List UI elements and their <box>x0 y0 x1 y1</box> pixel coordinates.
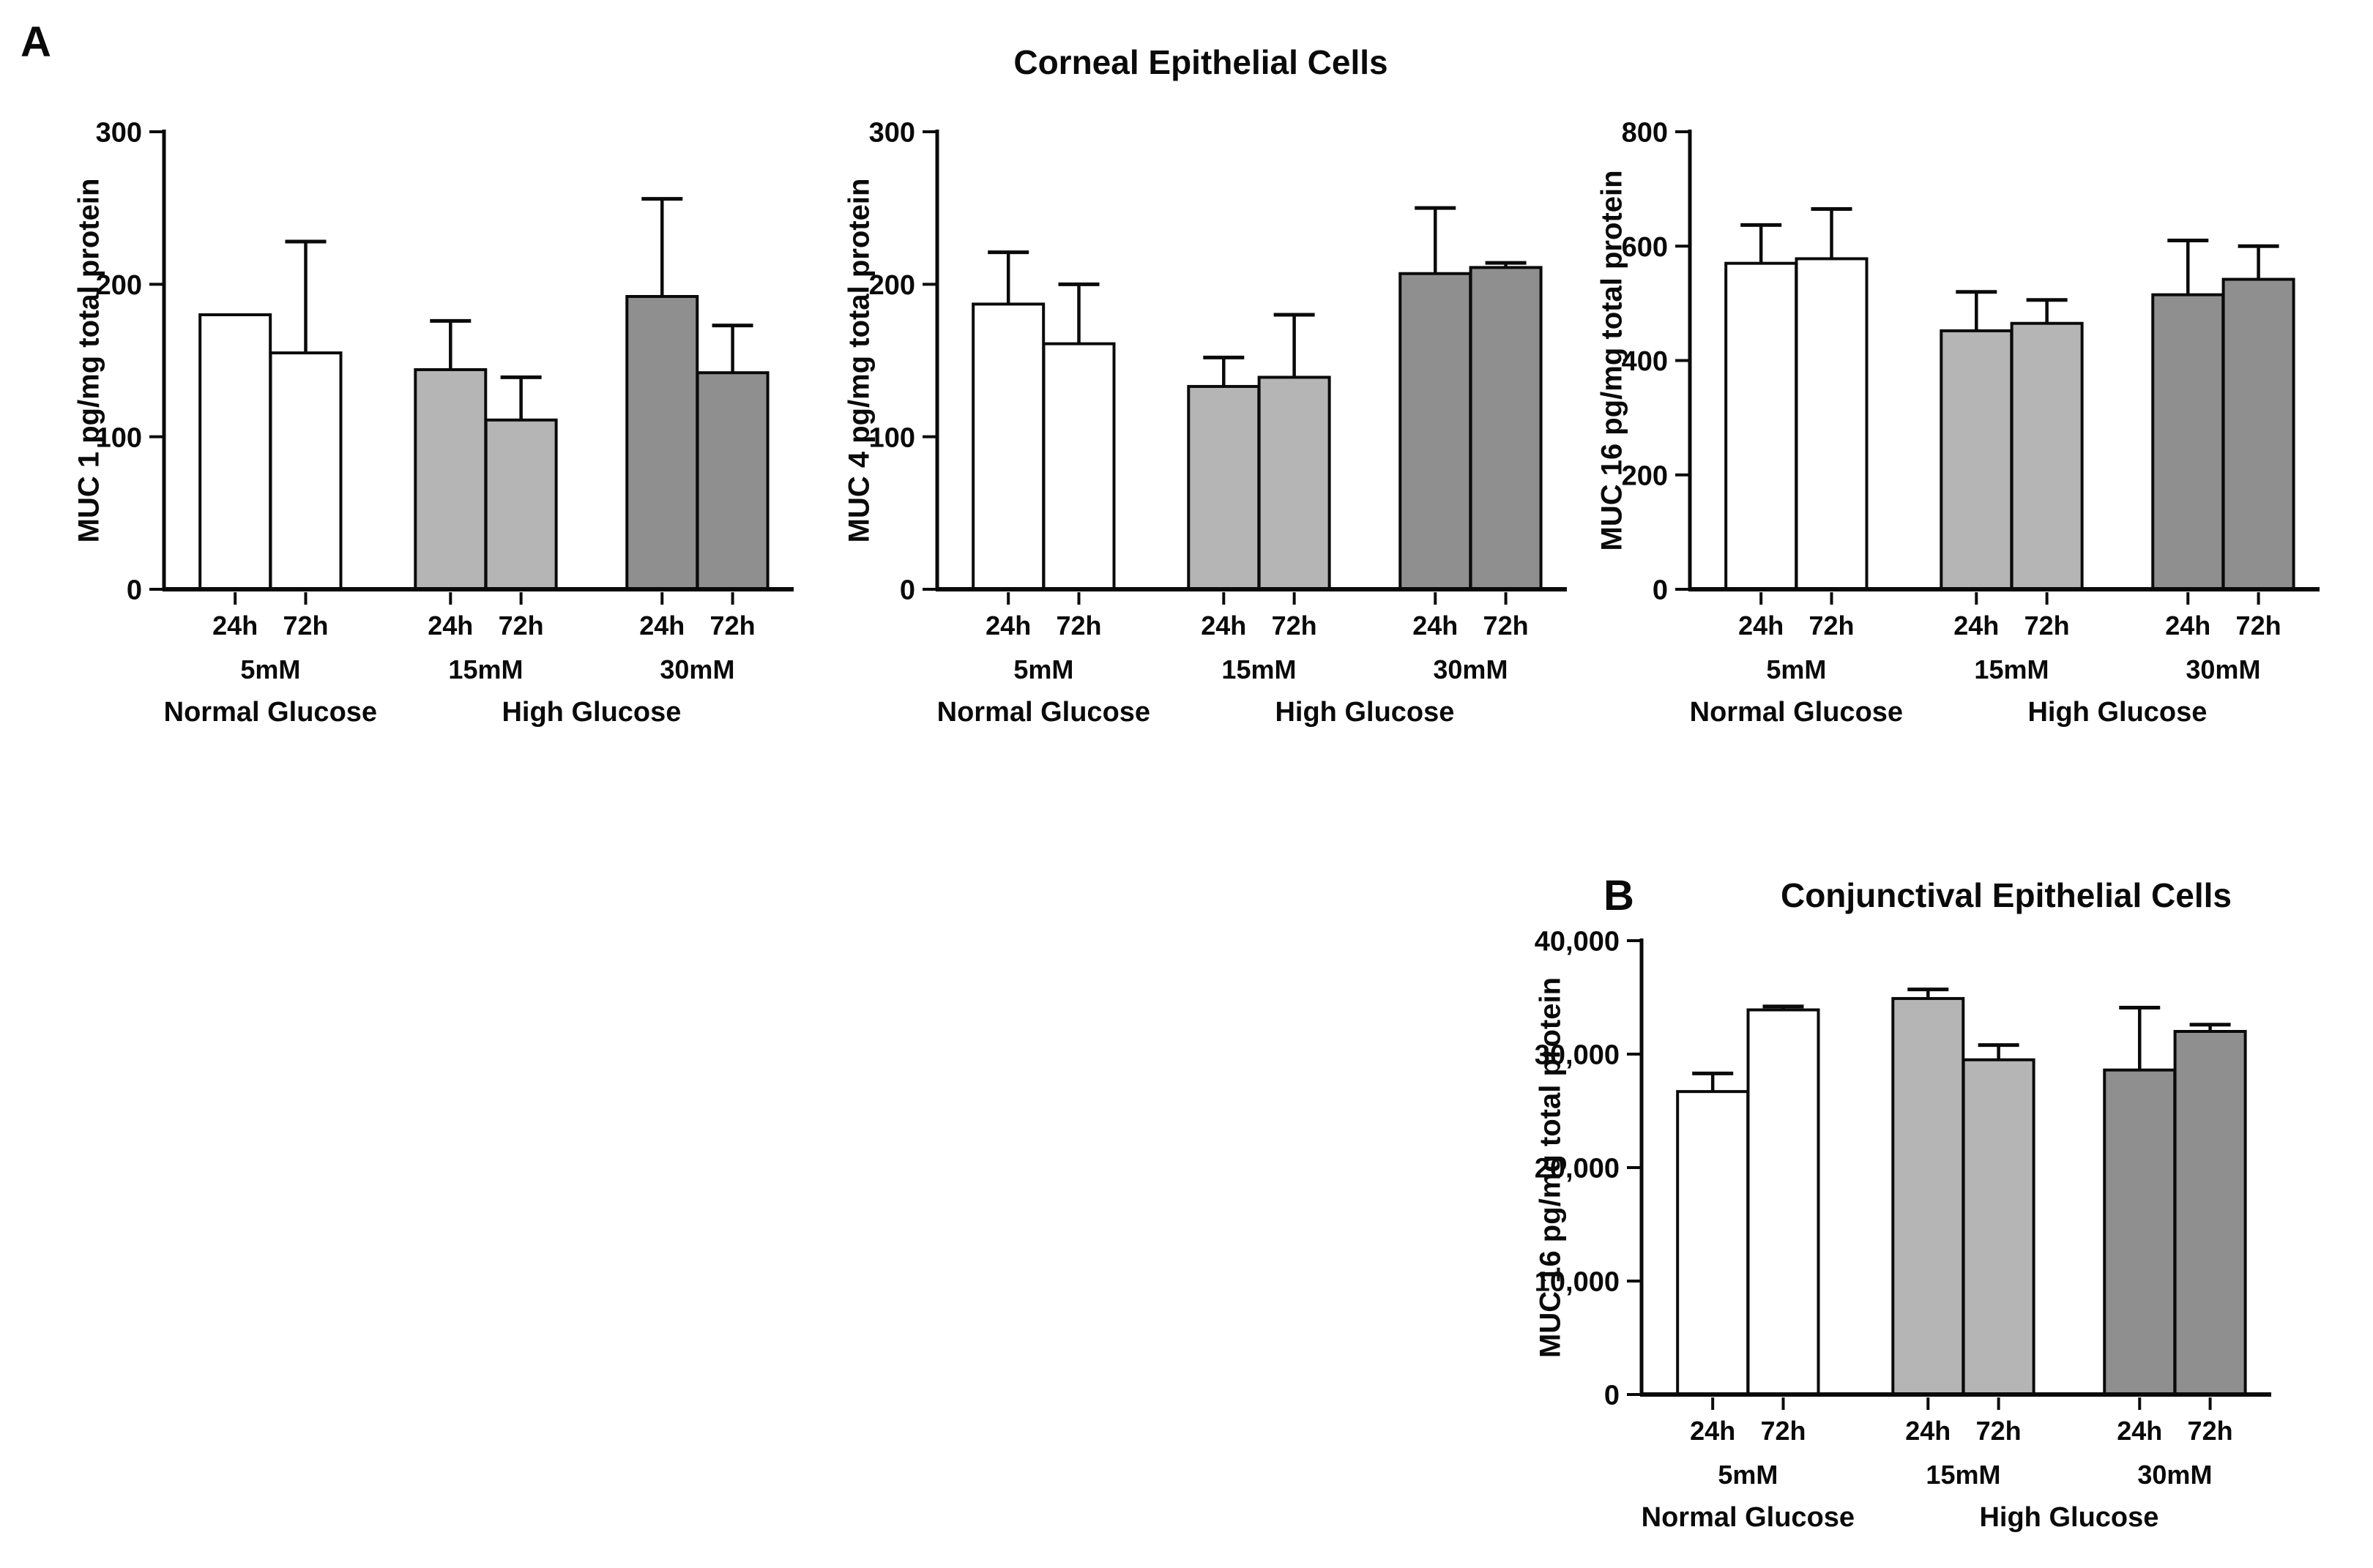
time-label: 24h <box>639 611 685 641</box>
bar-15mM-24h <box>1891 997 1965 1397</box>
condition-label: High Glucose <box>1979 1502 2158 1533</box>
y-axis-tick-label: 40,000 <box>1535 927 1620 957</box>
y-axis-tick-label: 0 <box>1604 1381 1620 1411</box>
bar-15mM-24h <box>1940 329 2013 591</box>
y-axis-title: MUC 1 pg/mg total protein <box>72 179 105 543</box>
y-axis-tick-label: 300 <box>869 118 915 149</box>
time-label: 24h <box>986 611 1031 641</box>
group-label-5mM: 5mM <box>240 654 300 684</box>
y-axis-tick-label: 300 <box>96 118 142 149</box>
chart-muc16-corneal: 0 200 400 600 800 MUC 16 pg/mg total protein 2… <box>1595 118 2320 728</box>
y-axis-tick-label: 100 <box>96 422 142 453</box>
condition-label: Normal Glucose <box>164 697 377 728</box>
group-label-5mM: 5mM <box>1718 1460 1778 1490</box>
y-axis-tick-label: 0 <box>900 575 915 606</box>
condition-label: High Glucose <box>2027 697 2207 728</box>
bar-15mM-72h <box>484 418 558 591</box>
time-label: 24h <box>1738 611 1784 641</box>
condition-label: Normal Glucose <box>1642 1502 1855 1533</box>
group-label-5mM: 5mM <box>1013 654 1073 684</box>
y-axis-title: MUC 16 pg/mg total protein <box>1595 171 1628 551</box>
time-label: 72h <box>1808 611 1854 641</box>
time-label: 72h <box>1976 1416 2022 1446</box>
time-label: 72h <box>1483 611 1529 641</box>
group-label-15mM: 15mM <box>1926 1460 2000 1490</box>
time-label: 24h <box>1953 611 1999 641</box>
time-label: 24h <box>1201 611 1246 641</box>
bar-30mM-24h <box>2151 293 2225 591</box>
condition-label: High Glucose <box>1275 697 1454 728</box>
y-axis-title: MUC 4 pg/mg total protein <box>843 179 875 543</box>
group-label-30mM: 30mM <box>1433 654 1508 684</box>
y-axis-tick-label: 20,000 <box>1535 1154 1620 1184</box>
time-label: 24h <box>1690 1416 1735 1446</box>
bar-30mM-72h <box>2221 277 2295 591</box>
y-axis-tick-label: 0 <box>127 575 142 606</box>
bar-5mM-72h <box>1042 342 1116 591</box>
condition-label: Normal Glucose <box>937 697 1150 728</box>
chart-muc4-corneal: 0 100 200 300 MUC 4 pg/mg total protein 24h 72… <box>843 118 1567 728</box>
y-axis-tick-label: 200 <box>1622 460 1668 491</box>
group-label-15mM: 15mM <box>1221 654 1296 684</box>
chart-muc16-conjunctival: 0 10,000 20,000 30,000 40,000 MUC 16 pg/mg to… <box>1534 927 2271 1533</box>
time-label: 24h <box>2165 611 2210 641</box>
y-axis-title: MUC 16 pg/mg total protein <box>1534 977 1566 1358</box>
group-label-30mM: 30mM <box>2137 1460 2212 1490</box>
group-label-15mM: 15mM <box>448 654 523 684</box>
y-axis-tick-label: 200 <box>869 270 915 301</box>
y-axis-tick-label: 200 <box>96 270 142 301</box>
panel-b-letter: B <box>1603 872 1635 919</box>
time-label: 72h <box>2236 611 2281 641</box>
bar-15mM-72h <box>1962 1058 2035 1396</box>
bar-15mM-72h <box>2010 321 2084 591</box>
bar-5mM-24h <box>972 302 1046 591</box>
group-label-30mM: 30mM <box>2186 654 2260 684</box>
panel-a-title: Corneal Epithelial Cells <box>1013 43 1388 81</box>
bar-15mM-24h <box>414 368 488 591</box>
y-axis-tick-label: 600 <box>1622 232 1668 263</box>
time-label: 72h <box>283 611 328 641</box>
group-label-15mM: 15mM <box>1974 654 2049 684</box>
y-axis-tick-label: 400 <box>1622 346 1668 377</box>
y-axis-tick-label: 0 <box>1653 575 1668 606</box>
bar-5mM-24h <box>1676 1090 1750 1396</box>
y-axis-tick-label: 800 <box>1622 118 1668 149</box>
time-label: 24h <box>428 611 473 641</box>
time-label: 24h <box>212 611 258 641</box>
time-label: 72h <box>499 611 544 641</box>
time-label: 24h <box>2117 1416 2162 1446</box>
bar-5mM-72h <box>1746 1008 1820 1397</box>
bar-30mM-24h <box>2103 1068 2177 1396</box>
panel-b-title: Conjunctival Epithelial Cells <box>1780 876 2232 914</box>
bar-30mM-72h <box>2173 1030 2247 1396</box>
time-label: 72h <box>2188 1416 2233 1446</box>
condition-label: High Glucose <box>502 697 681 728</box>
y-axis-tick-label: 30,000 <box>1535 1040 1620 1071</box>
bar-5mM-72h <box>269 351 343 591</box>
time-label: 72h <box>1056 611 1101 641</box>
bar-5mM-24h <box>1724 261 1798 591</box>
time-label: 24h <box>1412 611 1458 641</box>
time-label: 72h <box>2024 611 2070 641</box>
bar-15mM-72h <box>1257 376 1331 591</box>
chart-muc1-corneal: 0 100 200 300 MUC 1 pg/mg total protein 24h 72… <box>72 118 794 728</box>
time-label: 24h <box>1905 1416 1951 1446</box>
bar-30mM-24h <box>1398 272 1472 591</box>
panel-a-letter: A <box>21 18 52 66</box>
y-axis-tick-label: 100 <box>869 422 915 453</box>
time-label: 72h <box>710 611 756 641</box>
bar-5mM-24h <box>198 313 272 591</box>
bar-30mM-72h <box>696 371 770 591</box>
y-axis-tick-label: 10,000 <box>1535 1267 1620 1298</box>
time-label: 72h <box>1272 611 1317 641</box>
group-label-30mM: 30mM <box>660 654 734 684</box>
bar-5mM-72h <box>1795 257 1869 591</box>
bar-30mM-24h <box>625 295 699 591</box>
time-label: 72h <box>1760 1416 1806 1446</box>
condition-label: Normal Glucose <box>1690 697 1903 728</box>
bar-15mM-24h <box>1187 384 1261 591</box>
group-label-5mM: 5mM <box>1766 654 1826 684</box>
